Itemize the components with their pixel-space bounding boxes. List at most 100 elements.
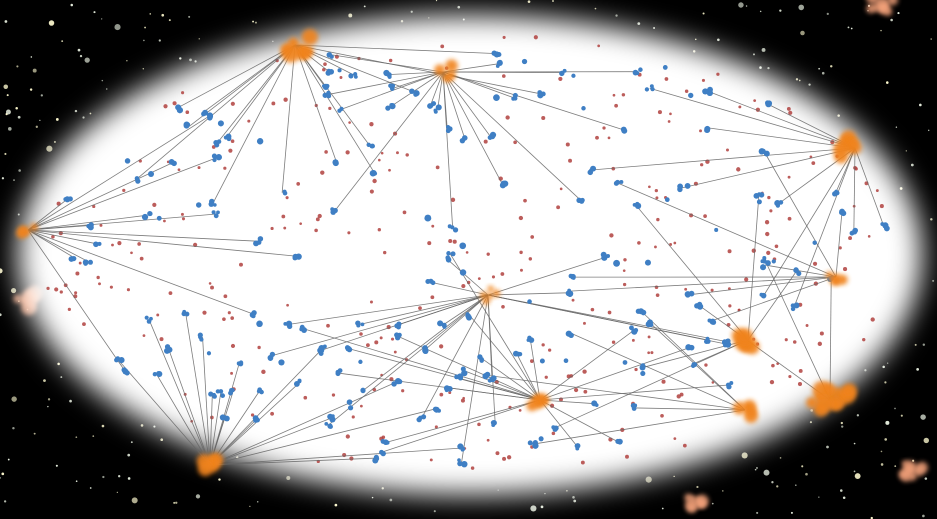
blue-dot (496, 51, 502, 58)
red-dot (109, 285, 113, 289)
spoke (532, 409, 746, 445)
blue-dot (156, 215, 162, 221)
blue-dot (445, 255, 451, 261)
star (930, 218, 933, 221)
red-dot (513, 140, 517, 145)
star (13, 179, 15, 181)
blue-dot (559, 70, 565, 77)
blue-dot (491, 375, 497, 381)
star (334, 503, 338, 507)
blue-dot (69, 256, 74, 261)
star (776, 485, 779, 488)
hub-blob (18, 225, 28, 236)
star (127, 453, 131, 457)
spoke (302, 327, 541, 401)
star (8, 127, 12, 131)
star (254, 21, 257, 24)
spoke (747, 270, 797, 341)
blue-dot (538, 436, 544, 442)
blue-dot (394, 332, 400, 338)
blue-dot (710, 319, 717, 325)
blue-dot (552, 426, 558, 432)
red-dot (380, 151, 384, 155)
blue-dot (600, 251, 607, 258)
red-dot (700, 163, 704, 167)
red-dot (811, 161, 816, 166)
red-dot (405, 153, 409, 157)
hub-blob (526, 399, 538, 412)
spoke (396, 335, 541, 401)
blue-dot (447, 126, 453, 132)
red-dot (744, 277, 749, 282)
red-dot (669, 112, 672, 116)
star (3, 84, 9, 90)
spoke (539, 346, 691, 401)
blue-dot (621, 128, 627, 134)
red-dot (208, 282, 212, 285)
red-dot (676, 394, 681, 399)
red-dot (328, 106, 332, 111)
blue-dot (521, 58, 528, 65)
star (880, 463, 884, 466)
star (160, 438, 164, 442)
star (118, 475, 121, 478)
star (850, 27, 853, 30)
star (74, 109, 78, 113)
star (741, 452, 748, 459)
blue-dot (297, 378, 302, 383)
star (4, 152, 7, 156)
red-dot (142, 334, 146, 337)
red-dot (495, 451, 500, 456)
star (761, 48, 766, 52)
blue-dot (571, 73, 576, 78)
blue-dot (413, 90, 420, 97)
star (195, 494, 201, 499)
spoke (442, 71, 582, 201)
red-dot (331, 393, 336, 397)
red-dot (96, 275, 100, 280)
spoke (430, 71, 444, 105)
red-dot (647, 351, 651, 355)
star (77, 48, 81, 52)
spoke (362, 294, 489, 392)
red-dot (767, 195, 771, 200)
blue-dot (778, 200, 784, 205)
star (745, 5, 748, 7)
salmon-blob (13, 294, 22, 304)
blue-dot (615, 179, 620, 185)
star (897, 12, 900, 15)
blue-dot (497, 59, 503, 65)
star (702, 12, 705, 15)
star (1, 177, 5, 180)
red-dot (270, 226, 274, 231)
red-dot (347, 231, 351, 235)
red-dot (548, 348, 552, 352)
blue-dot (635, 71, 640, 76)
blue-dot (459, 269, 467, 276)
salmon-blob (913, 465, 925, 477)
blue-dot (292, 253, 299, 260)
red-dot (117, 241, 122, 246)
red-dot (202, 310, 207, 315)
white-ellipse (18, 15, 922, 495)
spoke (487, 292, 568, 296)
star (29, 88, 33, 91)
red-dot (439, 392, 444, 397)
star (47, 398, 51, 401)
red-dot (669, 243, 673, 246)
spoke (294, 44, 541, 95)
red-dot (647, 335, 651, 339)
blue-dot (793, 302, 800, 309)
star (102, 475, 105, 479)
spoke (216, 44, 296, 145)
blue-dot (528, 337, 535, 343)
red-dot (483, 139, 488, 144)
red-dot (67, 307, 71, 311)
spoke (487, 374, 746, 411)
red-dot (396, 151, 399, 155)
spoke (529, 339, 541, 401)
blue-dot (374, 456, 380, 461)
blue-dot (67, 196, 73, 202)
star (55, 118, 59, 121)
blue-dot (433, 108, 438, 113)
